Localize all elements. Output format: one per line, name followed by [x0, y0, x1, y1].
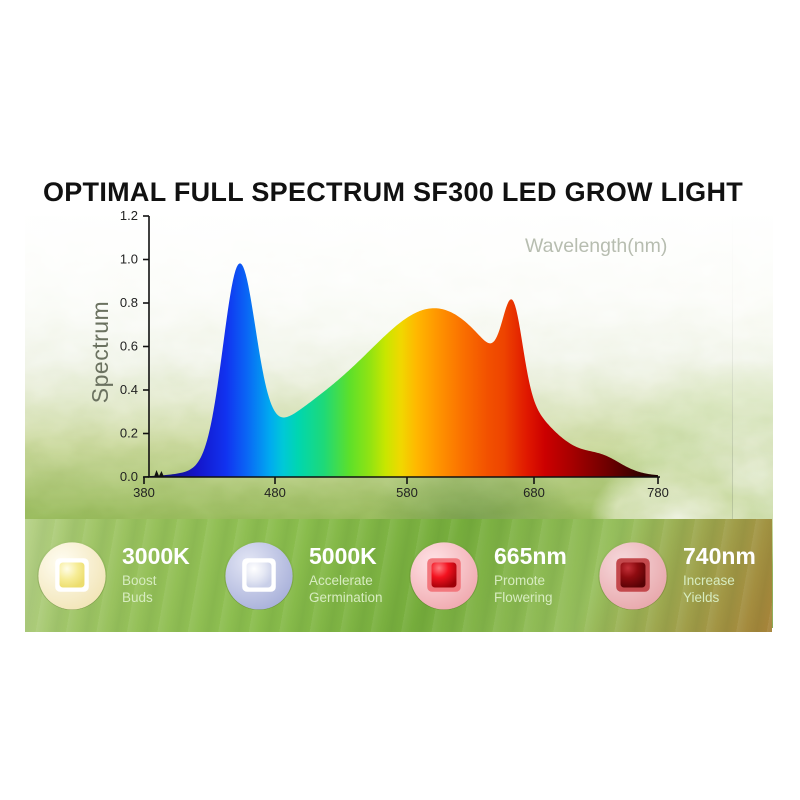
svg-text:0.2: 0.2: [120, 426, 138, 441]
svg-text:780: 780: [647, 485, 669, 500]
svg-text:580: 580: [396, 485, 418, 500]
svg-text:0.8: 0.8: [120, 295, 138, 310]
svg-text:480: 480: [264, 485, 286, 500]
svg-text:1.0: 1.0: [120, 252, 138, 267]
svg-text:0.0: 0.0: [120, 469, 138, 484]
svg-text:Spectrum: Spectrum: [87, 301, 113, 403]
svg-text:0.4: 0.4: [120, 382, 138, 397]
svg-text:0.6: 0.6: [120, 339, 138, 354]
svg-text:1.2: 1.2: [120, 208, 138, 223]
svg-text:Wavelength(nm): Wavelength(nm): [525, 235, 667, 257]
svg-text:380: 380: [133, 485, 155, 500]
svg-text:680: 680: [523, 485, 545, 500]
